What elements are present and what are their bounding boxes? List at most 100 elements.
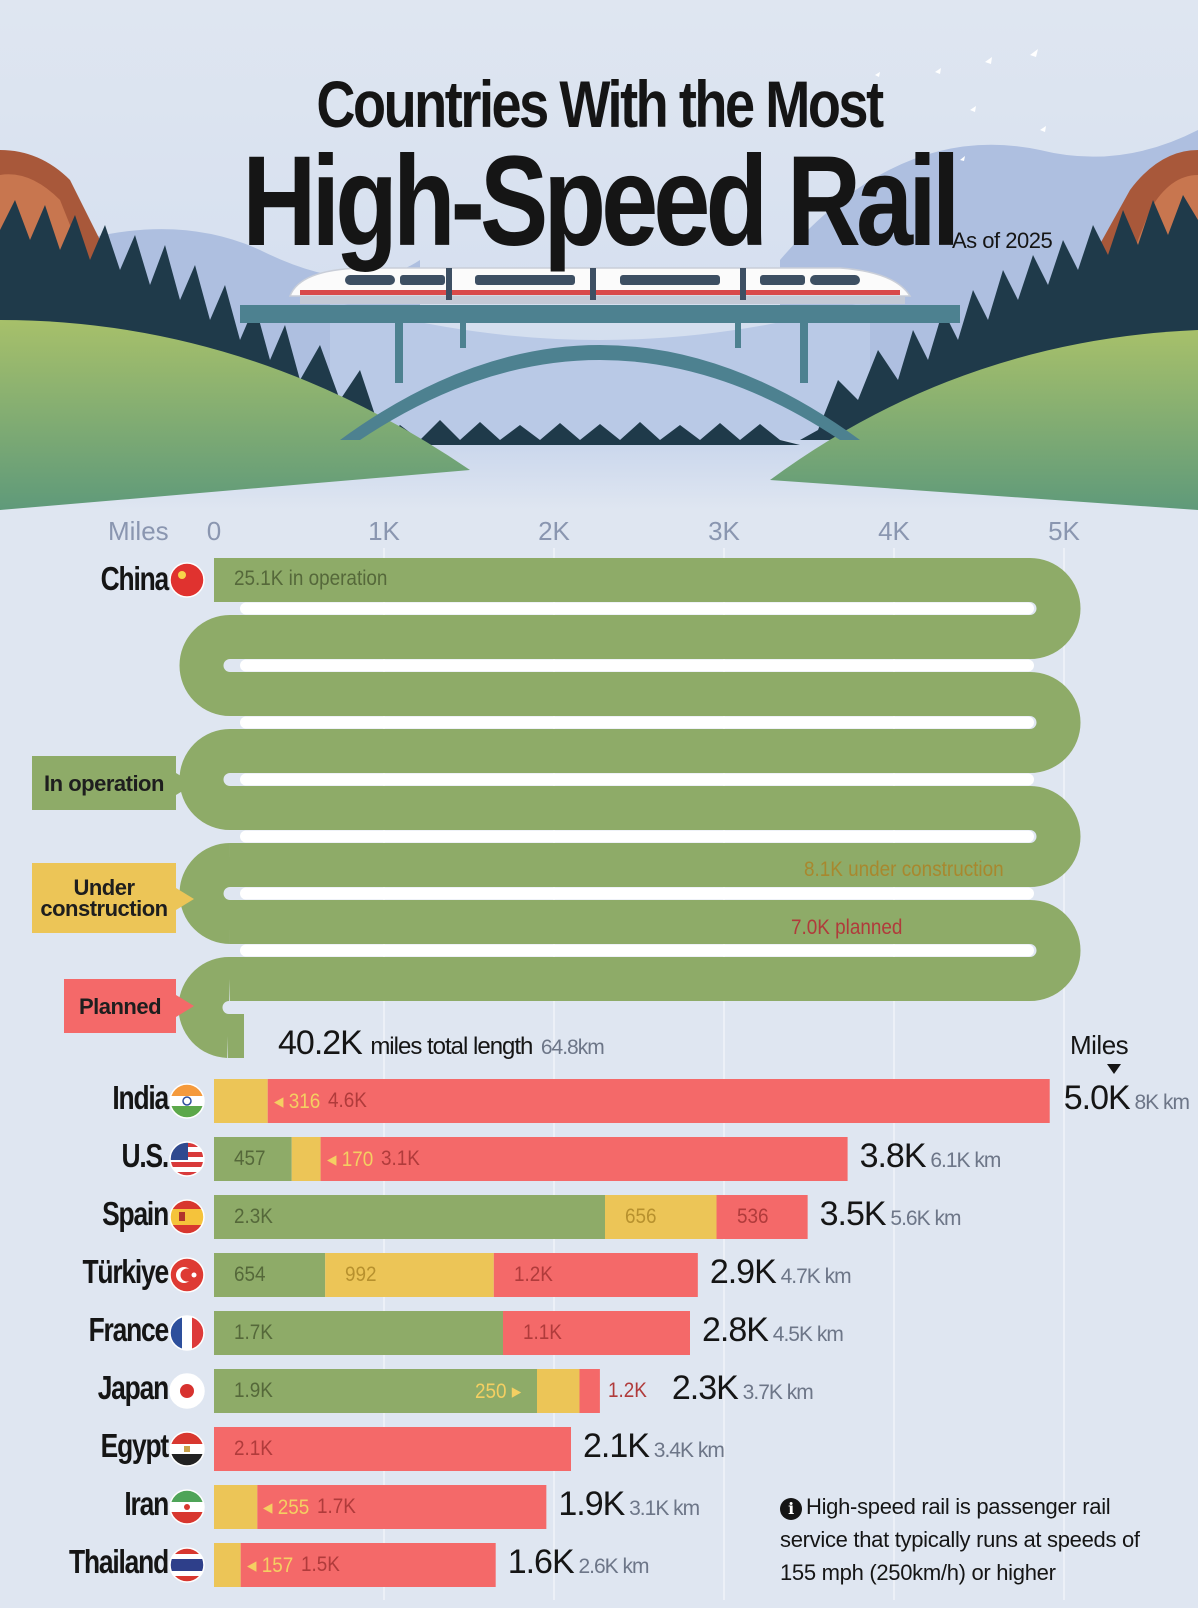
legend-operation-pointer: [176, 773, 194, 795]
flag-icon-egypt: [169, 1431, 205, 1467]
bar-segment-planned: [240, 1543, 496, 1587]
legend-construction: Under construction: [32, 863, 176, 933]
flag-icon-spain: [169, 1199, 205, 1235]
country-name: Türkiye: [82, 1253, 169, 1290]
bar-value-label: ◂ 170: [326, 1148, 373, 1171]
china-serpentine: [178, 558, 1081, 1058]
bar-total-km: 8K km: [1129, 1091, 1191, 1114]
bar-value-label: 4.6K: [327, 1089, 367, 1112]
bar-total-value: 5.0K: [1063, 1079, 1131, 1117]
bar-value-label: 250 ▸: [475, 1380, 522, 1403]
bar-total: 5.0K 8K km: [1063, 1079, 1191, 1118]
bar-total-km: 2.6K km: [573, 1555, 649, 1578]
country-name: Iran: [124, 1485, 169, 1522]
bar-segment-planned: [503, 1311, 690, 1355]
bar-segment-operation: [214, 1311, 503, 1355]
country-name: Egypt: [100, 1427, 170, 1464]
bar-total: 3.5K 5.6K km: [819, 1195, 962, 1234]
axis-right-arrow-icon: [1107, 1064, 1121, 1074]
info-icon: i: [780, 1498, 802, 1520]
legend-planned-pointer: [176, 995, 194, 1017]
tick-label: 2K: [538, 516, 570, 546]
flag-icon-iran: [169, 1489, 205, 1525]
bar-segment-operation: [214, 1253, 326, 1297]
bar-value-label: 992: [345, 1263, 377, 1286]
bar-value-label: 1.1K: [523, 1321, 562, 1344]
bar-segment-construction: [537, 1369, 580, 1413]
bar-value-label: 1.9K: [234, 1379, 273, 1402]
bar-segment-construction: [325, 1253, 494, 1297]
china-total-value: 40.2K: [278, 1024, 363, 1062]
country-name: France: [88, 1311, 170, 1348]
bar-segment-planned: [320, 1137, 848, 1181]
china-total-km: 64.8km: [540, 1036, 605, 1059]
country-name-china: China: [100, 560, 170, 597]
bar-total-value: 1.9K: [558, 1485, 625, 1523]
bar-segment-construction: [291, 1137, 321, 1181]
bar-value-label: 1.7K: [317, 1495, 357, 1518]
flag-icon-turkiye: [169, 1257, 205, 1293]
bar-total-km: 4.7K km: [775, 1265, 852, 1288]
flag-icon-thailand: [169, 1547, 205, 1583]
flags: [169, 562, 205, 1583]
country-name: Spain: [102, 1195, 169, 1232]
china-total-text: miles total length: [370, 1033, 533, 1060]
bar-total: 2.9K 4.7K km: [709, 1253, 852, 1292]
china-construction-label: 8.1K under construction: [804, 858, 1004, 881]
bar-total: 2.1K 3.4K km: [583, 1427, 725, 1466]
bar-segment-construction: [214, 1485, 258, 1529]
bar-value-label: ◂ 255: [263, 1496, 310, 1519]
bar-total: 2.3K 3.7K km: [671, 1369, 814, 1408]
bar-total-km: 4.5K km: [767, 1323, 844, 1346]
bar-total-value: 2.8K: [702, 1311, 769, 1349]
bar-value-label: 1.2K: [607, 1379, 647, 1402]
bar-value-label: 2.1K: [234, 1437, 273, 1460]
bar-value-label: ◂ 157: [246, 1554, 293, 1577]
china-total: 40.2K miles total length 64.8km: [278, 1024, 605, 1063]
bridge: [240, 305, 960, 440]
bar-total-value: 3.8K: [859, 1137, 927, 1175]
flag-icon-france: [169, 1315, 205, 1351]
bar-total-km: 3.1K km: [624, 1497, 700, 1520]
note-text: High-speed rail is passenger rail servic…: [780, 1494, 1140, 1585]
bar-total-value: 2.9K: [709, 1253, 777, 1291]
bar-segment-planned: [257, 1485, 547, 1529]
tick-label: 4K: [878, 516, 910, 546]
bar-total: 1.9K 3.1K km: [558, 1485, 700, 1524]
left-hill: [0, 320, 470, 510]
bar-total-value: 3.5K: [819, 1195, 887, 1233]
bar-segment-construction: [214, 1079, 268, 1123]
country-name: Japan: [97, 1369, 170, 1406]
china-planned-label: 7.0K planned: [791, 916, 903, 939]
bar-segment-operation: [214, 1195, 605, 1239]
axis-right-label: Miles: [1070, 1030, 1129, 1060]
bar-value-label: 654: [234, 1263, 266, 1286]
bar-total-km: 3.4K km: [648, 1439, 725, 1462]
bar-total-value: 2.1K: [583, 1427, 650, 1465]
bar-total: 3.8K 6.1K km: [859, 1137, 1002, 1176]
bar-value-label: 1.5K: [300, 1553, 340, 1576]
bar-total-value: 2.3K: [671, 1369, 739, 1407]
bar-segment-operation: [214, 1137, 292, 1181]
bar-total-value: 1.6K: [507, 1543, 575, 1581]
legend-construction-pointer: [176, 888, 194, 910]
title-line2: High-Speed Rail: [242, 130, 960, 273]
bar-segment-planned: [493, 1253, 698, 1297]
tick-label: 0: [206, 516, 222, 546]
bar-total: 1.6K 2.6K km: [507, 1543, 650, 1582]
legend-operation: In operation: [32, 756, 176, 810]
bar-segment-construction: [605, 1195, 717, 1239]
as-of-label: As of 2025: [952, 228, 1053, 253]
country-name: U.S.: [121, 1137, 169, 1174]
legend-planned: Planned: [64, 979, 176, 1033]
right-hill: [770, 330, 1198, 510]
bar-value-label: 2.3K: [234, 1205, 273, 1228]
bar-segment-planned: [267, 1079, 1050, 1123]
flag-icon-us: [169, 1141, 205, 1177]
flag-icon-japan: [169, 1373, 205, 1409]
bar-segment-planned: [214, 1427, 571, 1471]
bar-total: 2.8K 4.5K km: [702, 1311, 844, 1350]
axis-label: Miles: [108, 516, 169, 546]
